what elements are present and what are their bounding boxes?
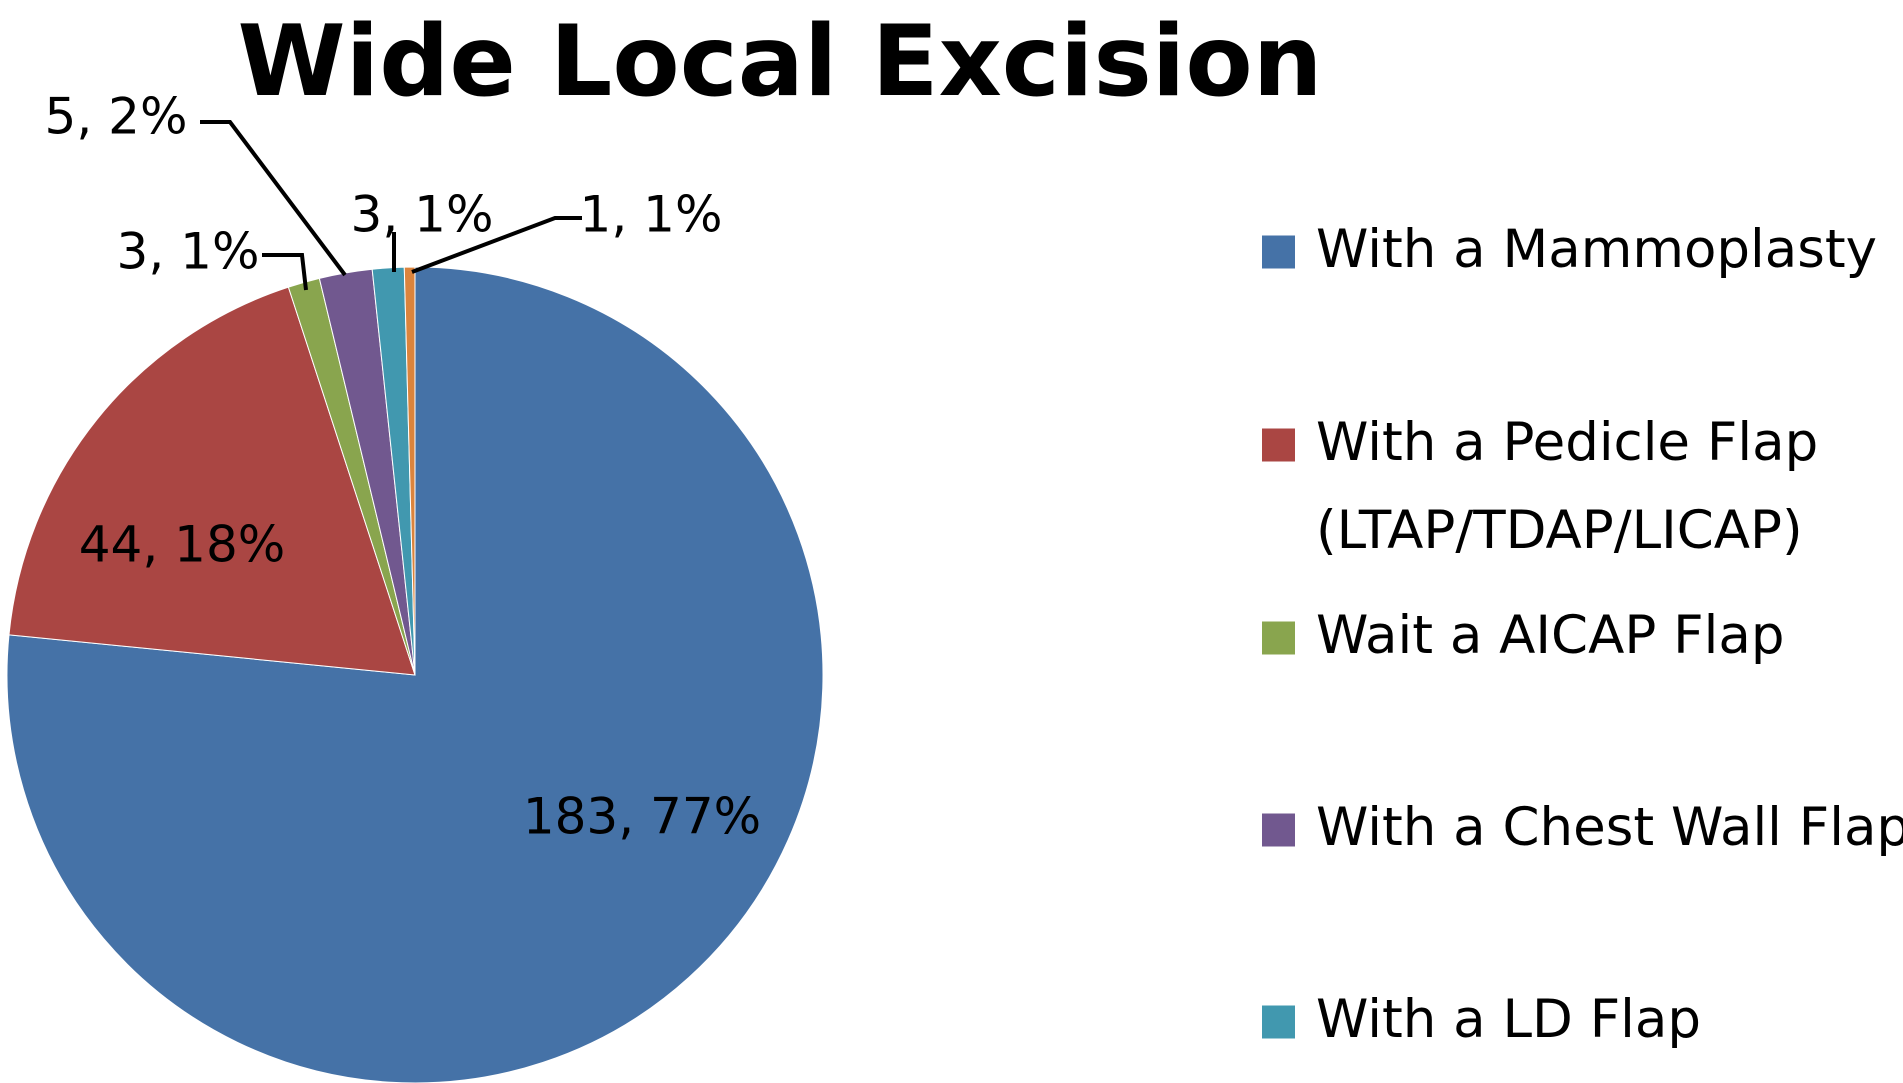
legend-label-with-a-mammoplasty: With a Mammoplasty: [1316, 219, 1877, 280]
legend-swatch-with-a-ld-flap: [1262, 1005, 1295, 1039]
data-label-slice-5: 1, 1%: [580, 186, 723, 244]
pie-slices: [6, 266, 824, 1083]
legend-label-with-a-chest-wall-flap: With a Chest Wall Flap: [1316, 797, 1903, 858]
pie-slice-with-a-pedicle-flap-ltap-tdap-licap: [8, 286, 416, 676]
legend-swatch-with-a-mammoplasty: [1262, 235, 1295, 269]
legend-label-with-a-ld-flap: With a LD Flap: [1316, 989, 1701, 1050]
leader-lines: [200, 120, 582, 291]
leader-line-with-a-chest-wall-flap: [200, 120, 347, 277]
data-label-wait-a-aicap-flap: 3, 1%: [117, 223, 260, 281]
leader-line-wait-a-aicap-flap: [262, 253, 308, 291]
data-label-with-a-pedicle-flap-ltap-tdap-licap: 44, 18%: [79, 516, 286, 574]
chart-title: Wide Local Excision: [238, 5, 1323, 119]
leader-line-slice-5: [411, 216, 582, 274]
data-label-with-a-chest-wall-flap: 5, 2%: [45, 88, 188, 146]
legend-label-wait-a-aicap-flap: Wait a AICAP Flap: [1316, 605, 1784, 666]
legend-swatch-with-a-chest-wall-flap: [1262, 813, 1295, 847]
legend-label-with-a-pedicle-flap-ltap-tdap-licap: With a Pedicle Flap (LTAP/TDAP/LICAP): [1316, 412, 1818, 561]
pie-slice-slice-5: [403, 266, 416, 676]
legend-swatch-wait-a-aicap-flap: [1262, 621, 1295, 655]
legend-swatch-with-a-pedicle-flap-ltap-tdap-licap: [1262, 428, 1295, 462]
legend: With a Mammoplasty With a Pedicle Flap (LT…: [1262, 219, 1903, 1050]
data-labels: 183, 77% 44, 18% 3, 1% 5, 2% 3, 1% 1, 1%: [45, 88, 762, 846]
data-label-with-a-mammoplasty: 183, 77%: [523, 788, 761, 846]
data-label-with-a-ld-flap: 3, 1%: [351, 186, 494, 244]
